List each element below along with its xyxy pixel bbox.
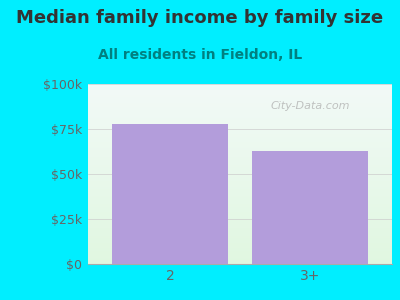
Bar bbox=[252, 151, 368, 264]
Bar bbox=[112, 124, 228, 264]
Text: Median family income by family size: Median family income by family size bbox=[16, 9, 384, 27]
Text: City-Data.com: City-Data.com bbox=[270, 100, 350, 111]
Text: All residents in Fieldon, IL: All residents in Fieldon, IL bbox=[98, 48, 302, 62]
